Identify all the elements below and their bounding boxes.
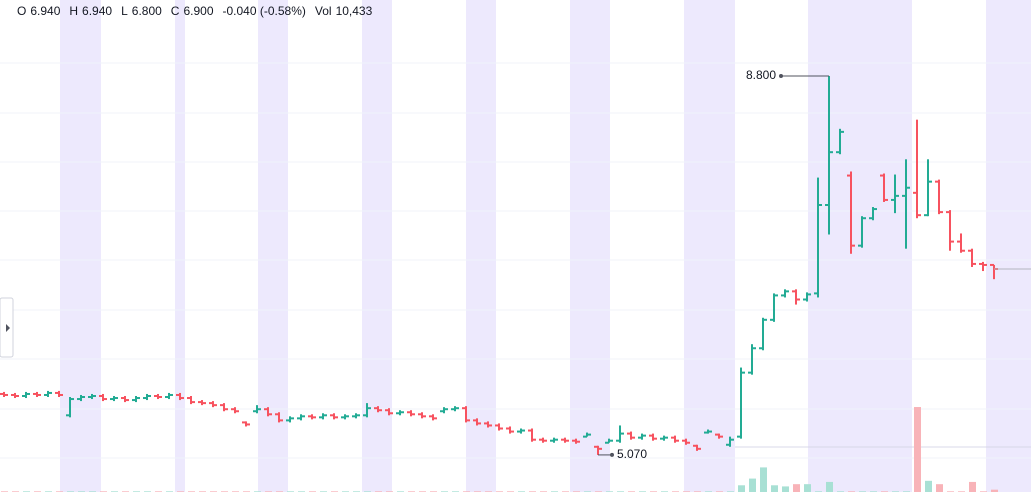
volume-bar: [914, 407, 921, 492]
session-bands: [60, 0, 1031, 492]
band: [175, 0, 185, 492]
high-label: 8.800: [746, 68, 776, 82]
volume-bar: [936, 484, 943, 492]
band: [362, 0, 392, 492]
low-label: 5.070: [617, 447, 647, 461]
side-toggle-arrow: [6, 324, 10, 332]
header-label: L: [121, 4, 128, 18]
volume-bar: [804, 484, 811, 492]
volume-bar: [925, 480, 932, 492]
band: [258, 0, 288, 492]
header-label: H: [69, 4, 78, 18]
legend-header: O 6.940 H 6.940 L 6.800 C 6.900 -0.040 (-0.58%) V…: [17, 4, 373, 18]
header-label: C: [171, 4, 180, 18]
price-layer: 8.800 5.070: [0, 68, 1031, 461]
volume-bar: [738, 485, 745, 492]
header-volume: 10,433: [336, 4, 373, 18]
header-volume-label: Vol: [315, 4, 332, 18]
volume-bar: [991, 489, 998, 492]
volume-bar: [793, 484, 800, 492]
volume-bar: [771, 485, 778, 492]
band: [684, 0, 735, 492]
band: [570, 0, 610, 492]
grid: [0, 62, 1031, 459]
band: [986, 0, 1031, 492]
low-dot: [610, 452, 614, 457]
volume-bar: [760, 467, 767, 492]
band: [60, 0, 101, 492]
header-value: 6.900: [183, 4, 213, 18]
volume-bar: [969, 481, 976, 492]
volume-bar: [826, 481, 833, 492]
volume-bar: [749, 478, 756, 492]
header-value: 6.940: [30, 4, 60, 18]
header-label: O: [17, 4, 26, 18]
high-dot: [779, 73, 783, 78]
volume-bar: [782, 486, 789, 492]
header-value: 6.940: [82, 4, 112, 18]
band: [466, 0, 496, 492]
header-change: -0.040 (-0.58%): [223, 4, 306, 18]
header-value: 6.800: [132, 4, 162, 18]
